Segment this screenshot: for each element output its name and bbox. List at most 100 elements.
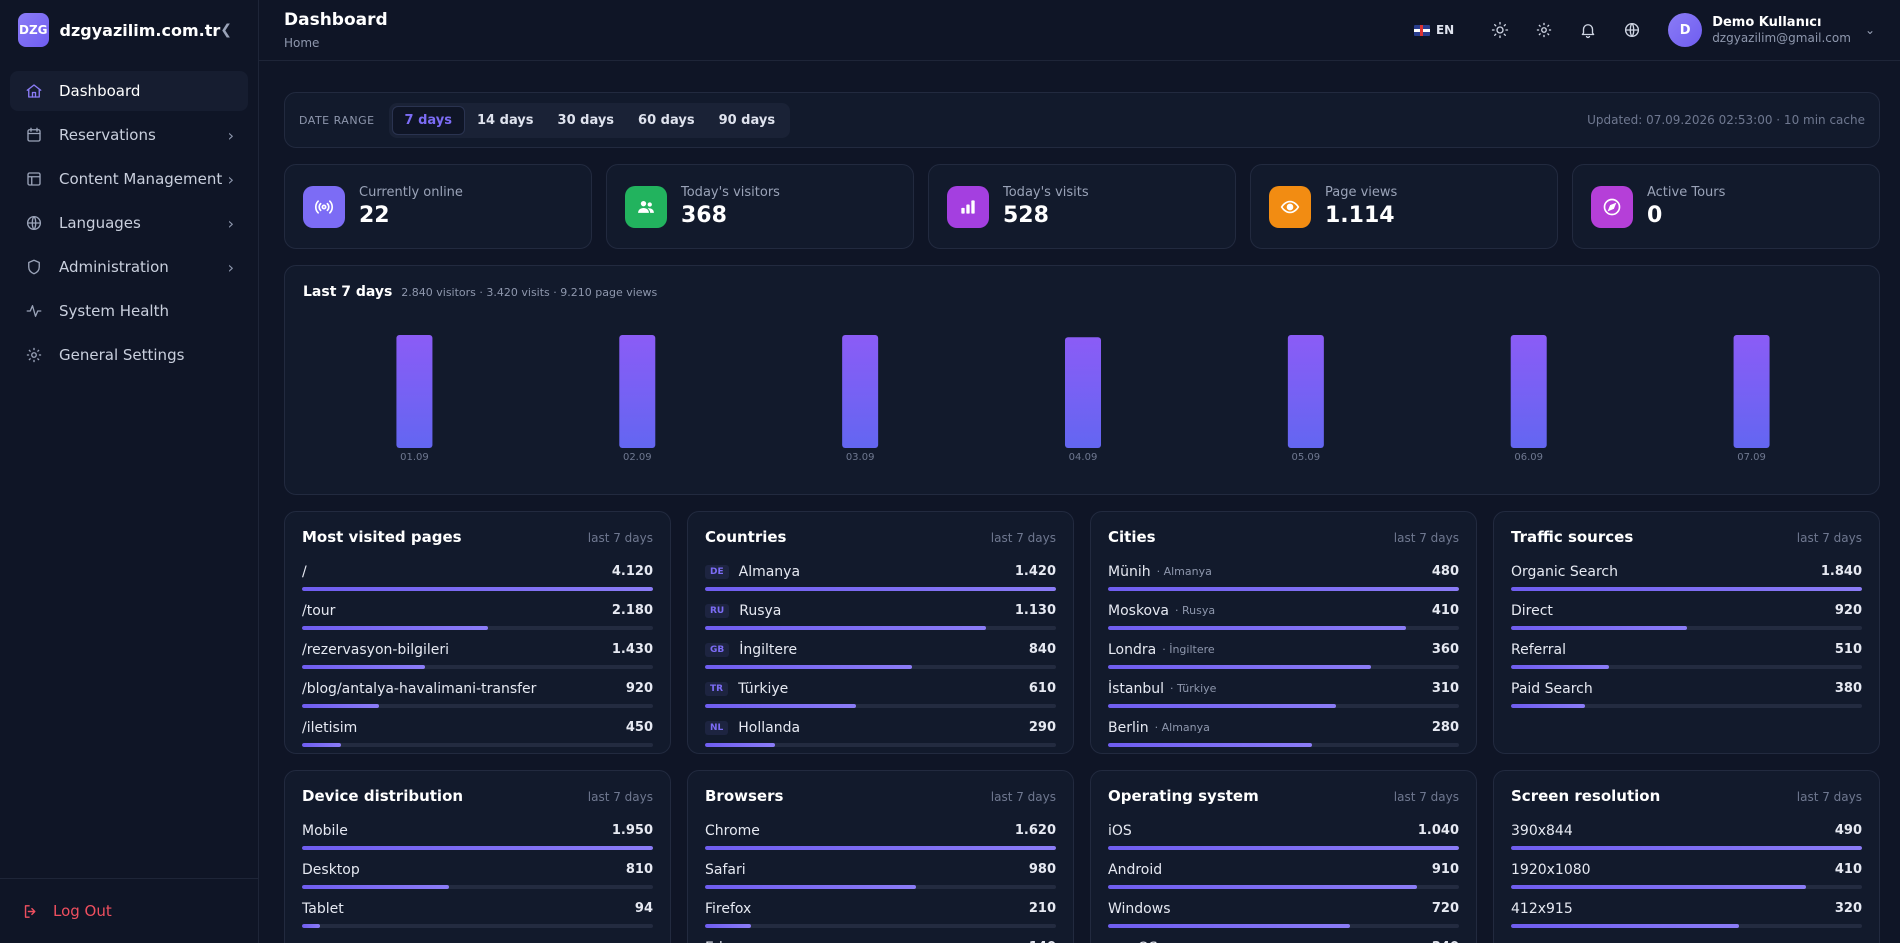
range-option-30-days[interactable]: 30 days — [557, 112, 615, 128]
collapse-sidebar-icon[interactable]: ❮ — [220, 22, 232, 38]
item-label: Chrome — [705, 822, 760, 839]
item-value: 310 — [1431, 681, 1459, 696]
progress-fill — [705, 743, 776, 747]
chart-bar-02.09[interactable] — [619, 335, 656, 448]
panel-browsers: Browsers last 7 days Chrome 1.620 Safari 980 F… — [687, 770, 1074, 943]
progress-track — [1108, 743, 1459, 747]
sidebar-item-dashboard[interactable]: Dashboard — [10, 71, 248, 111]
sidebar-item-label: Reservations — [59, 126, 156, 144]
sidebar-nav: Dashboard Reservations › Content Managem… — [0, 60, 258, 375]
progress-track — [1511, 626, 1862, 630]
sidebar-item-administration[interactable]: Administration › — [10, 247, 248, 287]
range-option-7-days[interactable]: 7 days — [391, 105, 466, 135]
chart-bar-07.09[interactable] — [1733, 335, 1770, 448]
settings-gear-icon[interactable] — [1522, 21, 1566, 39]
sidebar-item-reservations[interactable]: Reservations › — [10, 115, 248, 155]
list-item: Referral 510 — [1511, 641, 1862, 669]
chart-bar-01.09[interactable] — [396, 335, 433, 448]
visits-bar-chart: 01.09 02.09 03.09 04.09 05.09 06.09 07.09 — [396, 335, 1770, 463]
panel-period: last 7 days — [587, 790, 653, 804]
stat-card-todays-visitors: Today's visitors 368 — [606, 164, 914, 249]
item-value: 240 — [1432, 940, 1459, 943]
breadcrumb[interactable]: Home — [284, 36, 320, 50]
language-code: EN — [1435, 23, 1455, 37]
item-label: Firefox — [705, 900, 752, 917]
sidebar-item-label: Languages — [59, 214, 141, 232]
stats-panels-row-2: Device distribution last 7 days Mobile 1.95… — [284, 770, 1880, 943]
item-value: 320 — [1834, 901, 1862, 916]
sidebar-item-general-settings[interactable]: General Settings — [10, 335, 248, 375]
range-option-14-days[interactable]: 14 days — [477, 112, 534, 128]
avatar: D — [1668, 13, 1703, 47]
progress-fill — [302, 704, 380, 708]
chart-bar-04.09[interactable] — [1065, 337, 1101, 448]
logout-button[interactable]: Log Out — [0, 878, 259, 943]
item-value: 1.420 — [1014, 564, 1056, 579]
range-option-90-days[interactable]: 90 days — [718, 112, 776, 128]
item-label: /iletisim — [302, 719, 358, 736]
progress-track — [705, 846, 1056, 850]
panel-header: Cities last 7 days — [1108, 528, 1459, 552]
list-item: Paid Search 380 — [1511, 680, 1862, 708]
sidebar-item-system-health[interactable]: System Health — [10, 291, 248, 331]
item-value: 380 — [1834, 681, 1862, 696]
item-label: Rusya — [739, 602, 782, 619]
language-selector[interactable]: EN — [1413, 23, 1455, 37]
panel-title: Countries — [705, 528, 787, 546]
range-option-60-days[interactable]: 60 days — [638, 112, 695, 128]
brand-name[interactable]: dzgyazilim.com.tr — [59, 20, 221, 40]
item-value: 210 — [1028, 901, 1056, 916]
list-item: DE Almanya 1.420 — [705, 563, 1056, 591]
progress-fill — [302, 846, 653, 850]
panel-period: last 7 days — [1393, 531, 1459, 545]
item-value: 94 — [634, 901, 653, 916]
item-country: · Türkiye — [1170, 682, 1217, 695]
stat-label: Page views — [1325, 185, 1398, 200]
list-item: Londra · İngiltere 360 — [1108, 641, 1459, 669]
item-label: Direct — [1511, 602, 1553, 619]
panel-period: last 7 days — [990, 531, 1056, 545]
page-title: Dashboard — [284, 10, 388, 30]
progress-track — [705, 587, 1056, 591]
compass-icon — [1591, 185, 1633, 228]
item-label: Organic Search — [1511, 563, 1619, 580]
progress-fill — [1108, 885, 1417, 889]
item-value: 290 — [1028, 720, 1056, 735]
stat-card-currently-online: Currently online 22 — [284, 164, 592, 249]
item-value: 2.180 — [611, 603, 653, 618]
main-content: DATE RANGE 7 days 14 days 30 days 60 day… — [284, 92, 1880, 943]
item-value: 450 — [625, 720, 653, 735]
progress-fill — [1511, 885, 1806, 889]
x-tick-label: 07.09 — [1737, 452, 1766, 463]
activity-icon — [24, 301, 44, 321]
item-label: Almanya — [738, 563, 801, 580]
list-item: /iletisim 450 — [302, 719, 653, 747]
stat-label: Today's visitors — [681, 185, 780, 200]
header-actions: EN D Demo Kullanıcı dzgyazilim@gmail.com… — [1413, 13, 1875, 47]
list-item: TR Türkiye 610 — [705, 680, 1056, 708]
sidebar-item-languages[interactable]: Languages › — [10, 203, 248, 243]
item-value: 360 — [1431, 642, 1459, 657]
progress-fill — [1108, 743, 1312, 747]
globe-icon[interactable] — [1610, 21, 1654, 39]
item-label: /tour — [302, 602, 336, 619]
list-item: Android 910 — [1108, 861, 1459, 889]
chevron-right-icon: › — [227, 213, 234, 233]
chart-bar-05.09[interactable] — [1287, 335, 1324, 448]
list-item: 390x844 490 — [1511, 822, 1862, 850]
bell-icon[interactable] — [1566, 21, 1610, 39]
list-item: İstanbul · Türkiye 310 — [1108, 680, 1459, 708]
user-menu[interactable]: D Demo Kullanıcı dzgyazilim@gmail.com ⌄ — [1668, 13, 1875, 47]
gear-icon — [24, 345, 44, 365]
chart-bar-06.09[interactable] — [1510, 335, 1547, 448]
sidebar-item-content-management[interactable]: Content Management › — [10, 159, 248, 199]
progress-track — [302, 743, 653, 747]
item-value: 1.130 — [1014, 603, 1056, 618]
country-code-badge: TR — [705, 681, 729, 696]
theme-toggle-sun-icon[interactable] — [1478, 21, 1522, 39]
visits-chart-card: 01.09 02.09 03.09 04.09 05.09 06.09 07.09 Last… — [284, 265, 1880, 495]
chart-bar-03.09[interactable] — [842, 335, 879, 448]
stat-value: 22 — [359, 203, 390, 228]
item-value: 610 — [1028, 681, 1056, 696]
panel-header: Most visited pages last 7 days — [302, 528, 653, 552]
